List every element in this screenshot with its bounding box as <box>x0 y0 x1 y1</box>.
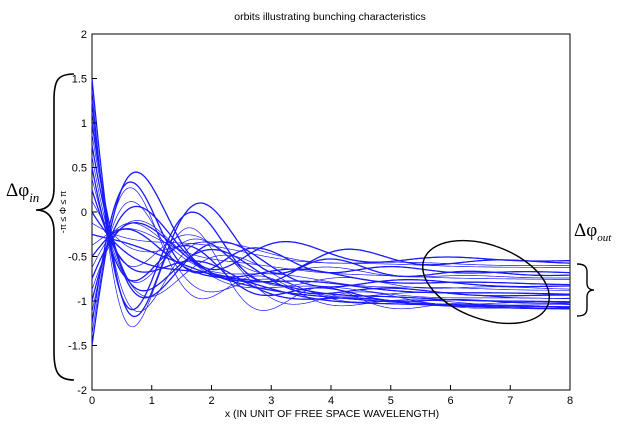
orbit-line <box>91 167 570 304</box>
y-tick-label: 1.5 <box>72 74 87 86</box>
y-tick-label: -0.5 <box>68 252 87 264</box>
delta-phi-in-label: Δφin <box>6 180 39 205</box>
orbit-line <box>91 228 570 280</box>
y-axis-label: -π ≤ Φ ≤ π <box>58 191 68 233</box>
x-axis-label: x (IN UNIT OF FREE SPACE WAVELENGTH) <box>225 408 439 420</box>
delta-phi-out-sub: out <box>597 232 612 244</box>
x-tick-label: 2 <box>208 395 214 407</box>
chart-title: orbits illustrating bunching characteris… <box>234 11 425 23</box>
orbit-line <box>91 145 570 297</box>
x-tick-label: 5 <box>388 395 394 407</box>
orbit-line <box>91 156 570 290</box>
plot-axes <box>91 33 571 391</box>
orbit-line <box>91 100 570 311</box>
delta-phi-in-main: Δφ <box>6 180 29 201</box>
x-axis-ticks: 0 1 2 3 4 5 6 7 8 <box>89 385 573 407</box>
output-phase-brace <box>576 263 595 317</box>
y-tick-label: 0 <box>81 207 87 219</box>
y-axis-ticks: 2 1.5 1 0.5 0 -0.5 -1 -1.5 -2 <box>68 29 97 397</box>
bunching-region-ellipse <box>422 239 550 325</box>
orbit-line <box>91 189 570 308</box>
y-tick-label: 2 <box>81 29 87 41</box>
delta-phi-out-label: Δφout <box>574 220 612 244</box>
orbit-line <box>91 89 571 328</box>
orbit-line <box>91 122 571 299</box>
orbit-line <box>91 171 571 346</box>
x-tick-label: 4 <box>328 395 334 407</box>
x-tick-label: 8 <box>567 395 573 407</box>
y-tick-label: 0.5 <box>72 163 87 175</box>
input-phase-brace <box>35 73 75 381</box>
plot-frame <box>91 33 571 391</box>
orbit-line <box>91 211 570 310</box>
y-tick-label: 1 <box>81 118 87 130</box>
x-tick-label: 3 <box>268 395 274 407</box>
x-tick-label: 1 <box>149 395 155 407</box>
y-tick-label: -1.5 <box>68 341 87 353</box>
x-tick-label: 7 <box>507 395 513 407</box>
x-tick-label: 0 <box>89 395 95 407</box>
delta-phi-out-main: Δφ <box>574 220 597 241</box>
x-tick-label: 6 <box>447 395 453 407</box>
orbit-line <box>91 200 570 267</box>
orbit-line <box>91 222 571 295</box>
delta-phi-in-sub: in <box>29 190 39 205</box>
y-tick-label: -2 <box>77 385 87 397</box>
orbit-line <box>91 187 570 335</box>
orbit-series-group <box>91 78 571 346</box>
orbit-line <box>91 111 570 313</box>
y-tick-label: -1 <box>77 296 87 308</box>
orbit-line <box>91 78 570 318</box>
